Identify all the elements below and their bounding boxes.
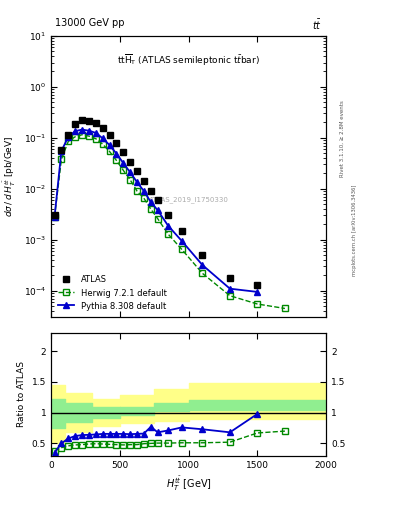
Text: tt$\overline{\rm H}_{\rm T}$ (ATLAS semileptonic t$\bar{t}$bar): tt$\overline{\rm H}_{\rm T}$ (ATLAS semi…: [117, 53, 260, 68]
ATLAS: [228, 275, 232, 281]
Pythia 8.308 default: [180, 238, 184, 244]
Y-axis label: $d\sigma\,/\,d\,H_T^{t\bar{t}}$ [pb/GeV]: $d\sigma\,/\,d\,H_T^{t\bar{t}}$ [pb/GeV]: [2, 136, 18, 218]
ATLAS: [107, 132, 112, 138]
Herwig 7.2.1 default: [94, 136, 98, 142]
Pythia 8.308 default: [135, 179, 140, 185]
X-axis label: $H_T^{t\bar{t}}$ [GeV]: $H_T^{t\bar{t}}$ [GeV]: [166, 475, 211, 494]
ATLAS: [166, 212, 171, 219]
ATLAS: [155, 197, 160, 203]
Herwig 7.2.1 default: [228, 293, 232, 299]
Pythia 8.308 default: [228, 286, 232, 292]
Herwig 7.2.1 default: [86, 133, 91, 139]
Pythia 8.308 default: [52, 214, 57, 220]
Herwig 7.2.1 default: [52, 214, 57, 220]
Text: Rivet 3.1.10, ≥ 2.8M events: Rivet 3.1.10, ≥ 2.8M events: [340, 100, 345, 177]
ATLAS: [73, 120, 77, 126]
ATLAS: [52, 212, 57, 219]
Herwig 7.2.1 default: [121, 167, 126, 174]
Herwig 7.2.1 default: [66, 138, 71, 144]
Herwig 7.2.1 default: [114, 157, 119, 163]
Herwig 7.2.1 default: [135, 188, 140, 194]
Pythia 8.308 default: [86, 127, 91, 134]
ATLAS: [255, 282, 260, 288]
Herwig 7.2.1 default: [107, 148, 112, 155]
Herwig 7.2.1 default: [80, 132, 84, 138]
ATLAS: [94, 120, 98, 126]
Pythia 8.308 default: [107, 142, 112, 148]
Pythia 8.308 default: [200, 262, 205, 268]
Pythia 8.308 default: [155, 207, 160, 214]
ATLAS: [135, 168, 140, 175]
ATLAS: [86, 118, 91, 124]
Pythia 8.308 default: [141, 188, 146, 194]
ATLAS: [59, 147, 64, 153]
ATLAS: [141, 178, 146, 184]
Pythia 8.308 default: [128, 169, 132, 176]
ATLAS: [121, 149, 126, 155]
Pythia 8.308 default: [59, 148, 64, 154]
Y-axis label: Ratio to ATLAS: Ratio to ATLAS: [17, 361, 26, 427]
ATLAS: [200, 252, 205, 258]
Text: mcplots.cern.ch [arXiv:1306.3436]: mcplots.cern.ch [arXiv:1306.3436]: [352, 185, 357, 276]
Text: ATLAS_2019_I1750330: ATLAS_2019_I1750330: [149, 196, 229, 203]
Line: Herwig 7.2.1 default: Herwig 7.2.1 default: [51, 132, 288, 312]
Herwig 7.2.1 default: [200, 270, 205, 276]
Text: 13000 GeV pp: 13000 GeV pp: [55, 18, 125, 28]
Herwig 7.2.1 default: [100, 141, 105, 147]
Pythia 8.308 default: [255, 289, 260, 295]
ATLAS: [114, 140, 119, 146]
Herwig 7.2.1 default: [128, 177, 132, 183]
ATLAS: [149, 188, 153, 194]
ATLAS: [180, 228, 184, 234]
Pythia 8.308 default: [80, 126, 84, 133]
Pythia 8.308 default: [73, 128, 77, 134]
ATLAS: [80, 117, 84, 123]
ATLAS: [66, 132, 71, 138]
Line: Pythia 8.308 default: Pythia 8.308 default: [51, 126, 261, 295]
Pythia 8.308 default: [114, 151, 119, 157]
Pythia 8.308 default: [66, 134, 71, 140]
Pythia 8.308 default: [94, 130, 98, 136]
Herwig 7.2.1 default: [166, 231, 171, 237]
Herwig 7.2.1 default: [155, 216, 160, 222]
Herwig 7.2.1 default: [255, 301, 260, 307]
Herwig 7.2.1 default: [180, 246, 184, 252]
Herwig 7.2.1 default: [283, 305, 287, 311]
Herwig 7.2.1 default: [149, 206, 153, 212]
Text: $t\bar{t}$: $t\bar{t}$: [312, 18, 322, 32]
Pythia 8.308 default: [166, 223, 171, 229]
ATLAS: [100, 125, 105, 131]
Herwig 7.2.1 default: [141, 195, 146, 201]
Legend: ATLAS, Herwig 7.2.1 default, Pythia 8.308 default: ATLAS, Herwig 7.2.1 default, Pythia 8.30…: [55, 273, 169, 313]
Herwig 7.2.1 default: [73, 134, 77, 140]
Herwig 7.2.1 default: [59, 156, 64, 162]
Pythia 8.308 default: [100, 135, 105, 141]
Pythia 8.308 default: [149, 199, 153, 205]
Pythia 8.308 default: [121, 160, 126, 166]
Line: ATLAS: ATLAS: [51, 117, 261, 288]
ATLAS: [128, 159, 132, 165]
